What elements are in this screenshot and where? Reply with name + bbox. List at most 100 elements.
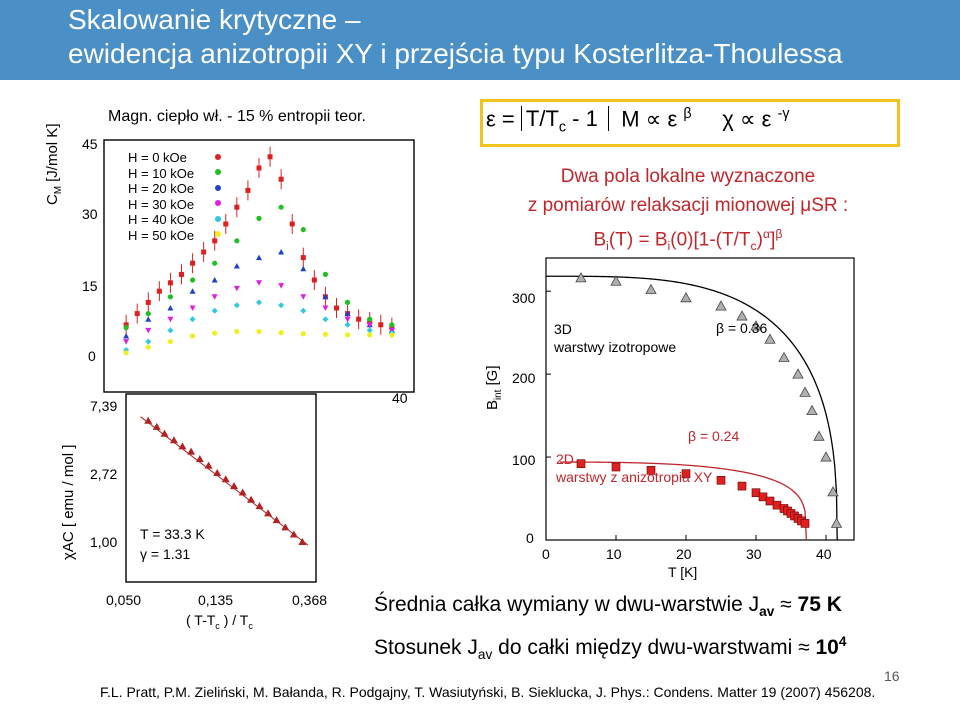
- heat-ytick-45: 45: [82, 136, 98, 152]
- data-point: [211, 277, 218, 283]
- data-point: [187, 447, 196, 455]
- data-point: [256, 299, 262, 306]
- eq-tc-sub: c: [558, 119, 567, 136]
- legend-marker: [215, 154, 221, 160]
- data-point: [278, 249, 285, 255]
- page-number: 16: [884, 668, 900, 684]
- data-point: [792, 368, 804, 379]
- info-formula: Bi(T) = Bi(0)[1-(T/Tc)α]β: [593, 227, 783, 254]
- legend-marker: [215, 216, 221, 222]
- data-point: [645, 283, 657, 294]
- fit-curve-2d: [559, 461, 808, 541]
- data-point: [278, 330, 284, 336]
- data-point: [234, 328, 240, 335]
- data-point: [256, 328, 262, 335]
- data-point: [189, 316, 196, 323]
- legend-marker: [215, 169, 221, 175]
- data-point: [195, 454, 204, 462]
- data-point: [234, 238, 240, 244]
- chi-xtick-3: 0,368: [292, 592, 328, 608]
- musr-ytick-100: 100: [512, 452, 536, 468]
- info-line2: z pomiarów relaksacji mionowej μSR :: [527, 195, 849, 216]
- legend-marker: [215, 185, 221, 191]
- data-point: [289, 221, 295, 227]
- data-point: [201, 249, 207, 255]
- data-point: [212, 238, 218, 244]
- citation: F.L. Pratt, P.M. Zieliński, M. Bałanda, …: [100, 684, 876, 700]
- musr-plot-frame: [545, 257, 855, 541]
- equation-text: ε = T/Tc - 1 M ∝ ε β χ ∝ ε -γ: [486, 106, 790, 136]
- musr-beta-3d: β = 0.36: [716, 320, 768, 336]
- chi-annot-gamma: γ = 1.31: [140, 546, 191, 562]
- musr-plot: [545, 257, 855, 541]
- heat-plot-frame: [103, 139, 415, 393]
- data-point: [300, 255, 306, 261]
- chi-ytick-2: 2,72: [90, 466, 118, 482]
- musr-xlabel: T [K]: [668, 564, 698, 580]
- data-point: [189, 305, 196, 311]
- data-point: [264, 509, 273, 517]
- data-point: [366, 322, 373, 328]
- data-point: [211, 307, 218, 314]
- data-point: [134, 311, 140, 317]
- data-point: [123, 322, 129, 328]
- data-point: [389, 332, 395, 338]
- data-point: [189, 288, 196, 294]
- eq-m: M ∝ ε: [621, 106, 678, 132]
- data-point: [256, 254, 262, 261]
- data-point: [298, 538, 307, 545]
- data-point: [278, 302, 285, 309]
- legend-item: H = 20 kOe: [128, 181, 195, 196]
- data-point: [646, 466, 656, 475]
- heat-caption: Magn. ciepło wł. - 15 % entropii teor.: [108, 108, 366, 125]
- data-point: [813, 430, 825, 441]
- musr-ytick-300: 300: [512, 290, 536, 306]
- data-point: [800, 519, 810, 528]
- data-point: [256, 165, 262, 171]
- musr-xtick-30: 30: [746, 546, 762, 562]
- data-point: [680, 291, 692, 303]
- data-point: [322, 293, 329, 300]
- data-point: [233, 263, 240, 269]
- data-point: [169, 436, 178, 444]
- data-point: [344, 316, 351, 323]
- data-point: [245, 187, 251, 193]
- data-point: [322, 305, 329, 311]
- info-text: Dwa pola lokalne wyznaczone z pomiarów r…: [496, 162, 880, 261]
- musr-ytick-0: 0: [526, 530, 534, 546]
- musr-xtick-0: 0: [542, 546, 550, 562]
- chi-xlabel: ( T-Tc ) / Tc: [186, 612, 253, 631]
- data-point: [367, 316, 373, 322]
- data-point: [778, 351, 790, 362]
- chi-ytick-1: 1,00: [90, 534, 118, 550]
- data-point: [145, 316, 152, 322]
- data-point: [167, 316, 174, 323]
- slide-title-line1: Skalowanie krytyczne –: [68, 4, 361, 35]
- data-point: [144, 416, 153, 424]
- slide-title-line2: ewidencja anizotropii XY i przejścia typ…: [68, 38, 843, 69]
- chi-plot: [125, 393, 317, 583]
- data-point: [255, 502, 264, 510]
- eq-beta: β: [683, 106, 692, 122]
- data-point: [716, 475, 726, 485]
- data-point: [367, 332, 373, 338]
- data-point: [190, 260, 196, 266]
- data-point: [123, 350, 129, 356]
- data-point: [221, 475, 230, 483]
- legend-item: H = 50 kOe: [128, 227, 195, 243]
- equation-box: [480, 99, 900, 147]
- data-point: [167, 280, 173, 286]
- data-point: [389, 322, 395, 328]
- legend-item: H = 30 kOe: [128, 196, 195, 212]
- data-point: [300, 227, 306, 233]
- data-point: [576, 459, 586, 468]
- data-point: [233, 285, 240, 292]
- bottom-line1: Średnia całka wymiany w dwu-warstwie Jav…: [374, 593, 842, 620]
- data-point: [156, 288, 162, 294]
- data-point: [204, 461, 213, 469]
- eq-eps: ε =: [486, 106, 521, 132]
- data-point: [300, 331, 306, 337]
- heat-ytick-0: 0: [88, 348, 96, 364]
- musr-ylabel: Bint [G]: [484, 365, 504, 411]
- data-point: [764, 333, 776, 344]
